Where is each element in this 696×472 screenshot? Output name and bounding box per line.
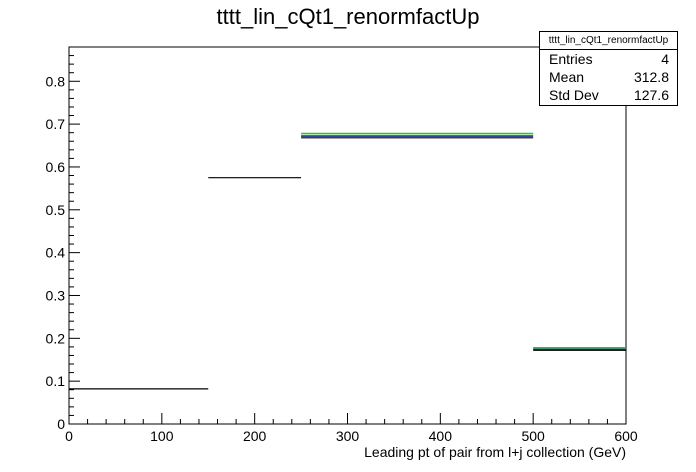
stats-box: tttt_lin_cQt1_renormfactUp Entries 4 Mea… [539, 31, 678, 106]
x-tick-label: 200 [243, 428, 267, 444]
y-tick-label: 0.3 [46, 287, 66, 303]
y-tick-label: 0.6 [46, 159, 66, 175]
chart-title: tttt_lin_cQt1_renormfactUp [216, 4, 480, 29]
x-tick-label: 0 [65, 428, 73, 444]
stats-mean-label: Mean [549, 69, 585, 85]
stats-entries-value: 4 [661, 51, 669, 67]
y-tick-label: 0 [57, 416, 65, 432]
y-axis: 0 0.1 0.2 0.3 0.4 0.5 0.6 0.7 0.8 [46, 46, 80, 432]
stats-entries-label: Entries [549, 51, 593, 67]
histogram-bins [69, 132, 626, 390]
y-tick-label: 0.7 [46, 116, 66, 132]
stats-mean-row: Mean 312.8 [540, 68, 677, 86]
y-tick-label: 0.4 [46, 245, 66, 261]
x-tick-label: 600 [614, 428, 638, 444]
x-tick-label: 500 [521, 428, 545, 444]
stats-box-name: tttt_lin_cQt1_renormfactUp [540, 32, 677, 50]
y-tick-label: 0.8 [46, 73, 66, 89]
x-tick-label: 100 [150, 428, 174, 444]
x-tick-label: 300 [336, 428, 360, 444]
x-axis-label: Leading pt of pair from l+j collection (… [364, 444, 626, 460]
stats-entries-row: Entries 4 [540, 50, 677, 68]
y-tick-label: 0.2 [46, 330, 66, 346]
y-tick-label: 0.1 [46, 373, 66, 389]
x-tick-label: 400 [429, 428, 453, 444]
stats-stddev-label: Std Dev [549, 87, 599, 103]
stats-stddev-value: 127.6 [633, 87, 669, 103]
stats-mean-value: 312.8 [633, 69, 669, 85]
x-axis: 0 100 200 300 400 500 600 [65, 413, 638, 444]
stats-stddev-row: Std Dev 127.6 [540, 86, 677, 104]
y-tick-label: 0.5 [46, 202, 66, 218]
